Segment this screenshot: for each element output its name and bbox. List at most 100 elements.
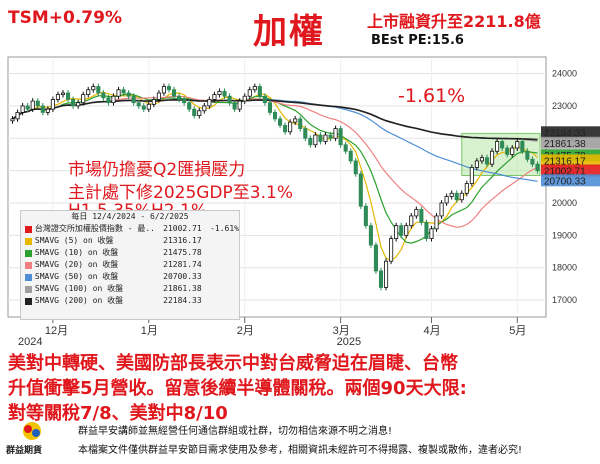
candle-body [237,100,242,110]
logo-text: 群益期貨 [6,446,43,456]
candle-body [30,100,35,110]
annotation-line: 市場仍擔憂Q2匯損壓力 [68,160,246,180]
x-tick-label: 12月 [45,325,68,337]
candle-body [20,105,25,113]
candle-body [338,128,343,146]
candle-body [434,215,439,230]
candle-body [313,134,318,146]
candle-body [71,99,76,107]
y-tick-label: 24000 [552,69,577,79]
legend-series-name: SMAVG (20) on 收盤 [34,260,119,269]
candle-body [161,86,166,94]
margin-balance-label: 上市融資升至2211.8億 [367,12,541,31]
x-tick-label: 4月 [423,325,440,337]
legend-change: -1.61% [210,224,239,233]
legend-header: 每日 12/4/2024 - 6/2/2025 [71,212,189,221]
ma-line-200 [12,99,538,141]
candle-body [399,225,404,236]
legend-series-name: SMAVG (5) on 收盤 [34,236,114,245]
disclaimer-line: 群益早安講師並無經營任何通信群組或社群，切勿相信來源不明之消息! [78,426,393,437]
candle-body [50,99,55,110]
candle-body [409,215,414,227]
candle-body [510,147,515,155]
last-value-badge [541,126,600,139]
candle-body [333,128,338,139]
candle-body [126,92,131,97]
year-label: 2025 [337,336,361,345]
candle-body [141,105,146,110]
candle-body [116,89,121,97]
ma-line-10 [57,93,538,244]
commentary-line: 對等關稅7/8、美對中8/10 [8,403,228,424]
candle-body [353,160,358,175]
candle-body [368,225,373,246]
legend-row: SMAVG (5) on 收盤 21316.17 [21,235,239,247]
legend-row: SMAVG (100) on 收盤 21861.38 [21,283,239,295]
candle-body [358,173,363,207]
y-tick-label: 23000 [552,101,577,111]
candle-body [530,158,535,165]
chart-legend: 每日 12/4/2024 - 6/2/2025 台灣證交所加權股價指數 - 最.… [20,210,240,320]
candle-body [177,95,182,100]
legend-swatch [25,237,32,245]
candle-body [66,92,71,100]
candle-body [81,94,86,104]
candle-body [111,95,116,104]
legend-value: 20700.33 [163,272,202,281]
candle-body [101,92,106,99]
last-value-label: 21861.38 [544,139,586,150]
candle-body [192,108,197,117]
candle-body [479,157,484,162]
candle-body [182,99,187,104]
candlesticks [10,83,540,291]
legend-series-name: SMAVG (50) on 收盤 [34,272,119,281]
candle-body [414,209,419,217]
candle-body [91,86,96,91]
candle-body [187,102,192,110]
last-value-badge [541,136,600,149]
candle-body [136,102,141,107]
legend-value: 21861.38 [163,284,202,293]
page-title: 加權 [253,12,325,52]
candle-body [202,105,207,112]
candle-body [394,225,399,239]
candle-body [484,157,490,165]
legend-series-name: SMAVG (200) on 收盤 [34,296,124,305]
candle-body [257,86,262,97]
candle-body [267,102,272,113]
candle-body [459,192,464,201]
y-tick-label: 19000 [552,230,577,240]
candle-body [40,105,45,113]
legend-swatch [25,225,32,233]
candle-body [318,134,323,142]
candle-body [490,150,495,165]
legend-value: 21475.78 [163,248,202,257]
candle-body [424,222,429,239]
candle-body [474,160,479,168]
legend-swatch [25,249,32,257]
candle-body [172,89,177,97]
candle-body [495,141,500,152]
last-value-label: 21002.71 [544,167,586,178]
candle-body [121,89,126,94]
candle-body [247,89,252,97]
y-tick-label: 20000 [552,198,577,208]
legend-swatch [25,273,32,281]
candle-body [131,95,136,104]
last-value-badge [541,154,600,167]
candle-body [232,102,237,110]
tsm-change-label: TSM+0.79% [8,8,122,28]
legend-row: SMAVG (200) on 收盤 22184.33 [21,295,239,307]
candle-body [207,99,212,107]
candle-body [454,192,459,201]
candle-body [156,92,161,100]
candle-body [25,105,30,110]
candle-body [106,97,111,104]
candle-body [520,141,525,152]
candle-body [500,141,505,149]
legend-row: SMAVG (50) on 收盤 20700.33 [21,271,239,283]
x-tick-label: 2月 [237,325,254,337]
commentary-line: 升值衝擊5月營收。留意後續半導體關稅。兩個90天大限: [8,378,467,399]
legend-swatch [25,285,32,293]
legend-row: SMAVG (10) on 收盤 21475.78 [21,247,239,259]
